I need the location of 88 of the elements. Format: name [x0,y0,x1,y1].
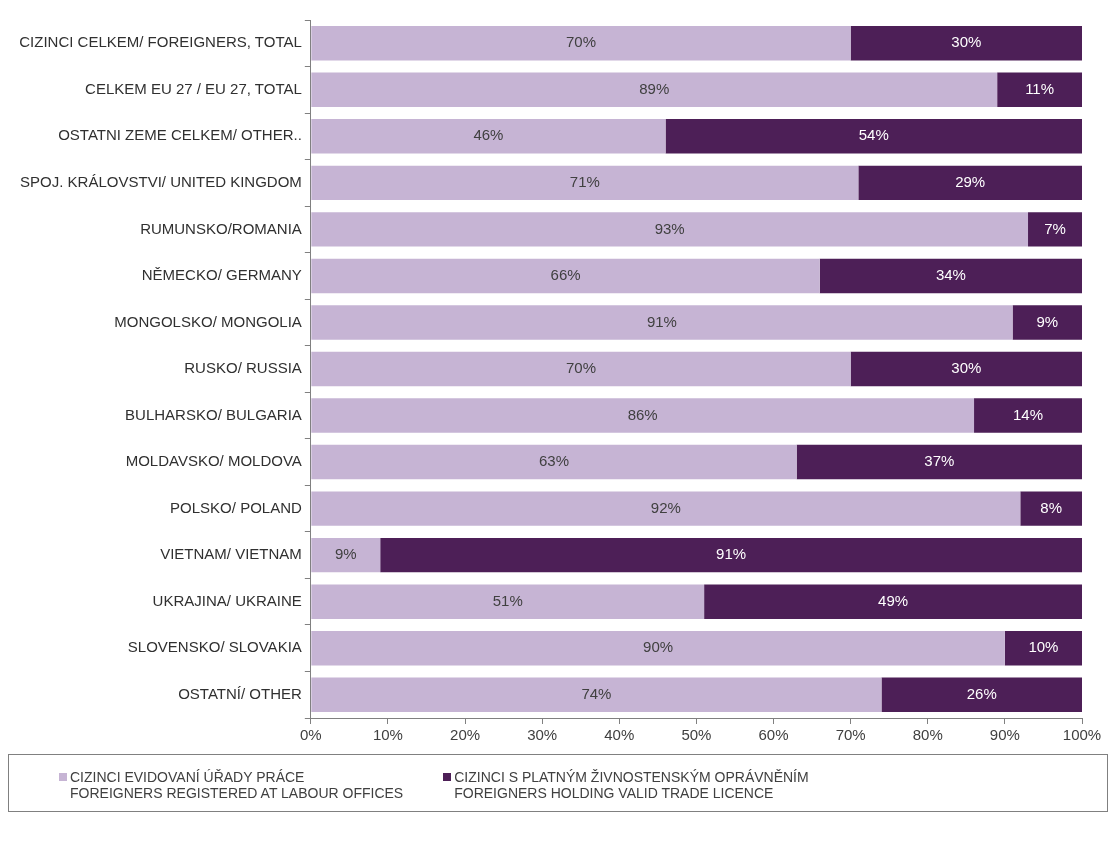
x-tick-label: 20% [450,726,481,744]
data-label: 51% [492,591,523,609]
data-label: 66% [550,266,581,284]
data-label: 91% [716,545,747,563]
x-tick-label: 30% [527,726,558,744]
data-label: 86% [627,405,658,423]
data-label: 26% [966,684,997,702]
bar [311,26,851,61]
bar [704,584,1082,619]
data-label: 63% [538,452,570,470]
data-label: 54% [858,126,889,144]
bar [997,72,1082,108]
bar [311,444,797,480]
data-label: 46% [473,126,504,144]
y-tick-label: UKRAJINA/ UKRAINE [152,591,302,609]
bar [311,491,1021,526]
bar [858,165,1082,201]
x-tick-label: 0% [299,726,322,744]
data-label: 92% [650,498,681,516]
legend-label: CIZINCI S PLATNÝM ŽIVNOSTENSKÝM OPRÁVNĚNÍM FOREIGNERS HOLDING VALID TRADE LICENCE [454,769,809,801]
data-label: 10% [1028,638,1059,656]
bar [311,351,851,387]
bar [1020,491,1082,526]
y-tick-label: CIZINCI CELKEM/ FOREIGNERS, TOTAL [19,33,302,51]
bar [311,72,998,108]
bar [665,119,1082,154]
bar [796,444,1082,480]
data-label: 37% [924,452,955,470]
bar [311,258,820,294]
data-label: 14% [1013,405,1044,423]
bar [850,26,1082,61]
bar [1004,630,1082,666]
bar [311,677,882,712]
bar [819,258,1082,294]
y-tick-label: OSTATNI ZEME CELKEM/ OTHER.. [58,126,302,144]
data-label: 49% [878,591,909,609]
data-label: 91% [646,312,677,330]
data-label: 8% [1040,498,1062,516]
x-tick-label: 90% [989,726,1020,744]
data-label: 70% [565,359,596,377]
data-label: 29% [955,173,986,191]
data-label: 70% [565,33,596,51]
x-tick-label: 50% [681,726,712,744]
bar [311,212,1029,247]
bar [311,630,1005,666]
y-tick-label: CELKEM EU 27 / EU 27, TOTAL [85,79,302,97]
x-tick-label: 100% [1062,726,1102,744]
y-tick-label: POLSKO/ POLAND [170,498,302,516]
bar [1012,305,1082,340]
y-tick-label: BULHARSKO/ BULGARIA [125,405,302,423]
bar [311,537,381,573]
bar [311,305,1013,340]
data-label: 9% [1036,312,1059,330]
data-label: 7% [1044,219,1066,237]
x-tick-label: 10% [372,726,403,744]
bar [380,537,1082,573]
y-tick-label: SLOVENSKO/ SLOVAKIA [127,638,302,656]
bar [974,398,1082,433]
y-tick-label: VIETNAM/ VIETNAM [160,545,302,563]
data-label: 30% [951,359,982,377]
data-label: 89% [639,79,670,97]
x-tick-label: 70% [835,726,866,744]
data-label: 11% [1025,79,1055,97]
y-tick-label: SPOJ. KRÁLOVSTVI/ UNITED KINGDOM [20,173,302,191]
bar [1028,212,1082,247]
data-label: 90% [643,638,674,656]
bar [311,165,859,201]
data-label: 93% [654,219,685,237]
x-tick-label: 40% [604,726,635,744]
data-label: 9% [334,545,357,563]
y-tick-label: RUMUNSKO/ROMANIA [140,219,302,237]
y-tick-label: MOLDAVSKO/ MOLDOVA [125,452,302,470]
bar [311,398,975,433]
legend-label: CIZINCI EVIDOVANÍ ÚŘADY PRÁCE FOREIGNERS REGISTERED AT LABOUR OFFICES [70,769,404,801]
y-tick-label: RUSKO/ RUSSIA [184,359,302,377]
bar [881,677,1082,712]
x-tick-label: 80% [912,726,943,744]
data-label: 74% [581,684,612,702]
bar [311,119,666,154]
data-label: 34% [935,266,966,284]
y-tick-label: NĚMECKO/ GERMANY [141,266,302,284]
data-label: 30% [951,33,982,51]
bar [850,351,1082,387]
data-label: 71% [569,173,600,191]
y-tick-label: OSTATNÍ/ OTHER [178,684,302,702]
x-tick-label: 60% [758,726,789,744]
y-tick-label: MONGOLSKO/ MONGOLIA [114,312,302,330]
bar [311,584,705,619]
